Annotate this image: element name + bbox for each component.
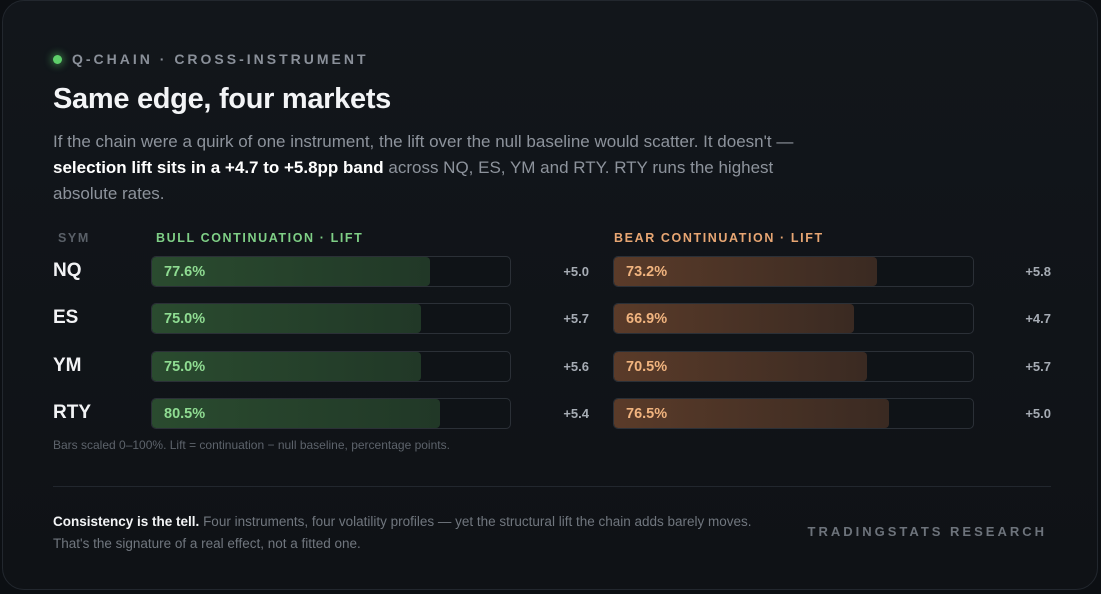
brand-label: TRADINGSTATS RESEARCH [807, 524, 1047, 539]
bear-lift-label: +5.7 [1025, 359, 1051, 374]
chart-footnote: Bars scaled 0–100%. Lift = continuation … [53, 438, 450, 452]
bull-bar-track: 75.0% [151, 351, 511, 382]
bull-bar-track: 77.6% [151, 256, 511, 287]
divider [53, 486, 1051, 487]
bull-lift-label: +5.0 [563, 264, 589, 279]
sym-column-header: SYM [58, 231, 90, 245]
bear-value-label: 70.5% [626, 359, 668, 375]
conclusion-text: Consistency is the tell. Four instrument… [53, 511, 773, 555]
bear-value-label: 66.9% [626, 311, 668, 327]
symbol-label: NQ [53, 260, 82, 281]
bear-bar-track: 70.5% [613, 351, 974, 382]
bear-bar-track: 76.5% [613, 398, 974, 429]
bull-value-label: 77.6% [164, 264, 206, 280]
conclusion-body: Four instruments, four volatility profil… [53, 514, 752, 551]
status-dot-icon [53, 54, 62, 64]
bull-value-label: 75.0% [164, 359, 206, 375]
bear-bar-track: 73.2% [613, 256, 974, 287]
bear-bar [614, 257, 877, 286]
bear-value-label: 73.2% [626, 264, 668, 280]
bear-bar-track: 66.9% [613, 303, 974, 334]
bull-bar [152, 257, 430, 286]
bull-lift-label: +5.6 [563, 359, 589, 374]
lede-after: across NQ, ES, YM and RTY. RTY runs the … [53, 158, 774, 203]
bear-bar [614, 304, 854, 333]
bear-lift-label: +4.7 [1025, 311, 1051, 326]
eyebrow-label: Q-CHAIN · CROSS-INSTRUMENT [72, 51, 369, 67]
bear-series-header: BEAR CONTINUATION · LIFT [614, 231, 824, 245]
bull-bar-track: 80.5% [151, 398, 511, 429]
bear-bar [614, 399, 889, 428]
bull-bar [152, 399, 440, 428]
lede-highlight: selection lift sits in a +4.7 to +5.8pp … [53, 158, 384, 177]
symbol-label: RTY [53, 402, 91, 423]
lede-before: If the chain were a quirk of one instrum… [53, 132, 794, 151]
bull-bar [152, 352, 421, 381]
symbol-label: YM [53, 355, 82, 376]
bear-bar [614, 352, 867, 381]
bull-value-label: 75.0% [164, 311, 206, 327]
bull-bar [152, 304, 421, 333]
bull-series-header: BULL CONTINUATION · LIFT [156, 231, 364, 245]
bull-bar-track: 75.0% [151, 303, 511, 334]
conclusion-lead: Consistency is the tell. [53, 514, 200, 529]
bear-lift-label: +5.8 [1025, 264, 1051, 279]
lede-paragraph: If the chain were a quirk of one instrum… [53, 129, 813, 207]
bull-value-label: 80.5% [164, 406, 206, 422]
bull-lift-label: +5.4 [563, 406, 589, 421]
bull-lift-label: +5.7 [563, 311, 589, 326]
page-title: Same edge, four markets [53, 83, 392, 115]
symbol-label: ES [53, 307, 79, 328]
bear-value-label: 76.5% [626, 406, 668, 422]
bear-lift-label: +5.0 [1025, 406, 1051, 421]
eyebrow: Q-CHAIN · CROSS-INSTRUMENT [53, 51, 369, 67]
